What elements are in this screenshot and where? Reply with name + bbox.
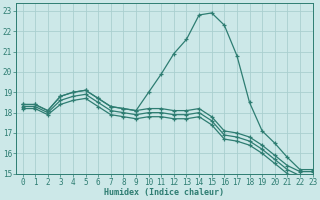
X-axis label: Humidex (Indice chaleur): Humidex (Indice chaleur): [104, 188, 224, 197]
